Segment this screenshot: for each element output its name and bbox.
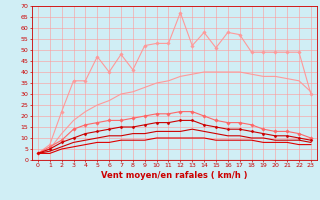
X-axis label: Vent moyen/en rafales ( km/h ): Vent moyen/en rafales ( km/h ) (101, 171, 248, 180)
